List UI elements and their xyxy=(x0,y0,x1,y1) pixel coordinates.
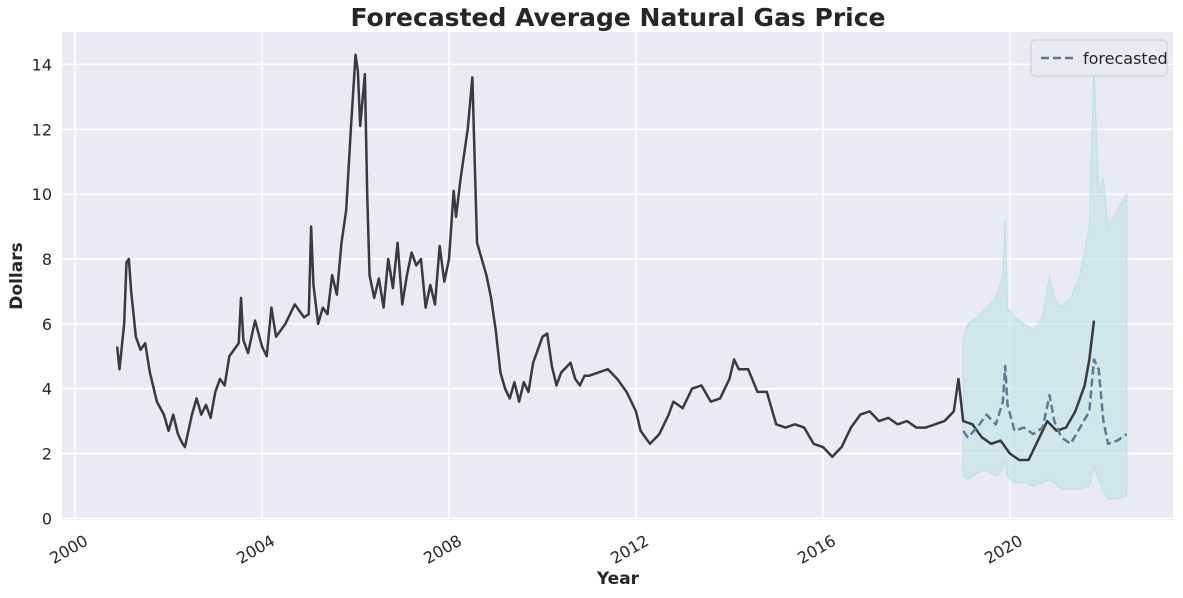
x-axis-label: Year xyxy=(596,569,640,589)
x-tick-label: 2016 xyxy=(794,531,839,568)
y-tick-label: 8 xyxy=(42,250,52,269)
x-tick-label: 2020 xyxy=(981,531,1026,568)
chart-title: Forecasted Average Natural Gas Price xyxy=(350,3,885,32)
y-tick-label: 14 xyxy=(32,55,52,74)
y-tick-label: 10 xyxy=(32,185,52,204)
x-tick-label: 2012 xyxy=(607,531,652,568)
legend xyxy=(1030,39,1168,77)
y-tick-label: 12 xyxy=(32,120,52,139)
y-tick-label: 2 xyxy=(42,445,52,464)
line xyxy=(962,358,1128,446)
y-axis-label: Dollars xyxy=(7,242,27,309)
legend-label: forecasted xyxy=(1083,49,1168,68)
x-tick-label: 2004 xyxy=(233,531,278,568)
line xyxy=(115,53,1096,462)
y-tick-label: 6 xyxy=(42,315,52,334)
x-tick-label: 2008 xyxy=(420,531,465,568)
x-tick-label: 2000 xyxy=(46,531,91,568)
y-tick-label: 4 xyxy=(42,380,52,399)
y-tick-label: 0 xyxy=(42,509,52,528)
